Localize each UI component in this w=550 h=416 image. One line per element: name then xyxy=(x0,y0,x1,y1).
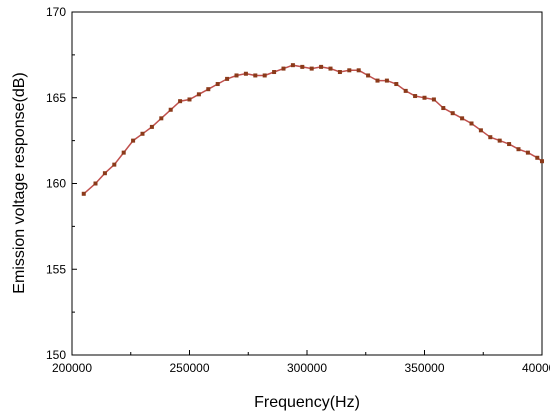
data-point xyxy=(215,82,220,87)
x-axis-title: Frequency(Hz) xyxy=(254,394,360,411)
data-point xyxy=(497,138,502,143)
data-point xyxy=(81,191,86,196)
data-point xyxy=(431,97,436,102)
data-point xyxy=(112,162,117,167)
data-point xyxy=(140,131,145,136)
data-point xyxy=(525,150,530,155)
data-point xyxy=(131,138,136,143)
data-point xyxy=(196,92,201,97)
data-point xyxy=(384,78,389,83)
data-point xyxy=(319,64,324,69)
x-tick-label: 300000 xyxy=(287,361,327,375)
data-point xyxy=(300,64,305,69)
data-point xyxy=(535,155,540,160)
data-point xyxy=(413,94,418,99)
data-point xyxy=(478,128,483,133)
data-point xyxy=(403,88,408,93)
plot-frame xyxy=(71,11,543,356)
data-point xyxy=(290,63,295,68)
data-point xyxy=(366,73,371,78)
data-point xyxy=(187,97,192,102)
data-point xyxy=(206,87,211,92)
y-tick-label: 155 xyxy=(46,262,66,276)
data-point xyxy=(93,181,98,186)
y-tick-label: 165 xyxy=(46,91,66,105)
data-point xyxy=(507,142,512,147)
data-point xyxy=(168,107,173,112)
data-point xyxy=(121,150,126,155)
data-point xyxy=(488,135,493,140)
data-point xyxy=(460,116,465,121)
y-axis-title: Emission voltage response(dB) xyxy=(11,72,28,293)
data-point xyxy=(178,99,183,104)
data-point xyxy=(422,95,427,100)
data-point xyxy=(516,147,521,152)
data-point xyxy=(328,66,333,71)
data-point xyxy=(337,70,342,75)
data-point xyxy=(225,76,230,81)
data-point xyxy=(469,121,474,126)
data-point xyxy=(375,78,380,83)
x-axis-ticks: 200000 250000 300000 350000 400000 xyxy=(52,350,550,375)
data-point xyxy=(243,71,248,76)
data-point xyxy=(159,116,164,121)
data-point xyxy=(394,82,399,87)
series-points xyxy=(81,63,544,196)
data-point xyxy=(309,66,314,71)
y-tick-label: 170 xyxy=(46,5,66,19)
data-point xyxy=(347,68,352,73)
data-point xyxy=(540,159,544,164)
x-tick-label: 200000 xyxy=(52,361,92,375)
data-point xyxy=(262,73,267,78)
data-point xyxy=(234,73,239,78)
series-line xyxy=(83,64,543,195)
data-point xyxy=(356,68,361,73)
data-point xyxy=(281,66,286,71)
y-tick-label: 150 xyxy=(46,348,66,362)
data-point xyxy=(253,73,258,78)
data-point xyxy=(441,106,446,111)
data-point xyxy=(149,124,154,129)
data-point xyxy=(102,171,107,176)
y-axis-ticks: 150 155 160 165 170 xyxy=(46,5,77,362)
data-point xyxy=(272,70,277,75)
data-point xyxy=(450,111,455,116)
x-tick-label: 400000 xyxy=(522,361,550,375)
y-tick-label: 160 xyxy=(46,177,66,191)
x-tick-label: 350000 xyxy=(404,361,444,375)
x-tick-label: 250000 xyxy=(169,361,209,375)
